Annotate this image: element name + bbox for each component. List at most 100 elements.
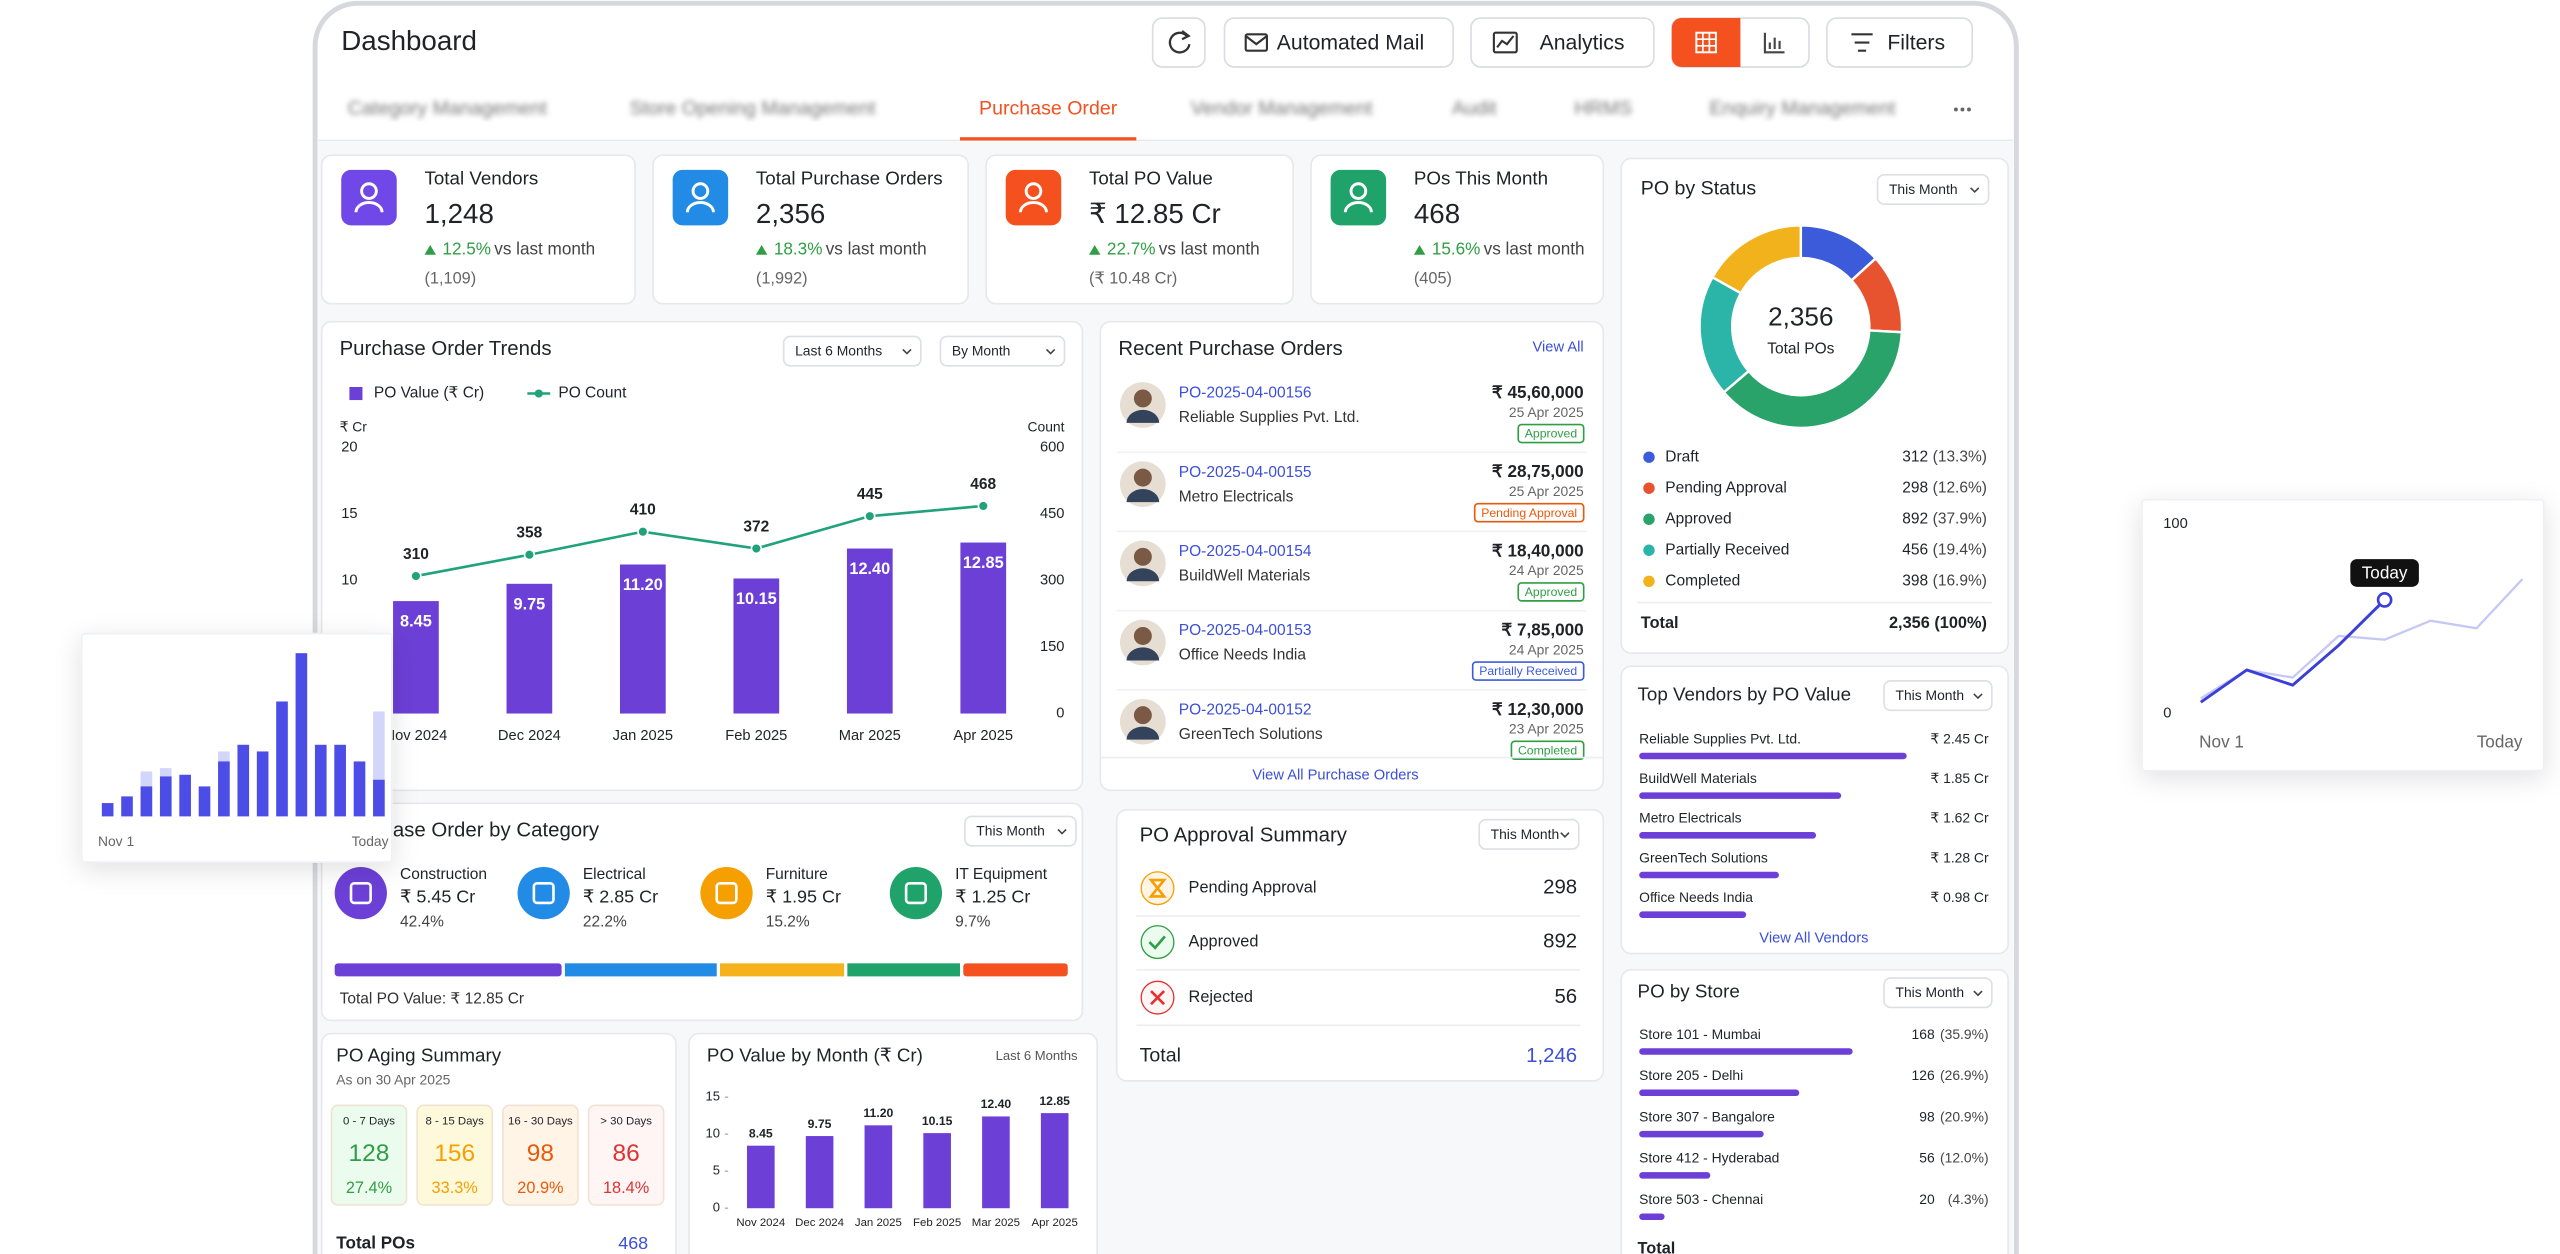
bar-label: 10.15: [922, 1114, 953, 1128]
dropdown-label[interactable]: This Month: [976, 823, 1045, 839]
tab[interactable]: Purchase Order: [979, 98, 1118, 120]
kpi-value: 1,248: [424, 198, 493, 229]
card-title: Top Vendors by PO Value: [1638, 684, 1852, 705]
donut-slice: [1710, 224, 1803, 295]
button-icons: [1244, 31, 1873, 54]
kpi-value: 2,356: [756, 198, 825, 229]
dropdown[interactable]: [1876, 173, 1990, 205]
donut-center-value: 2,356: [1768, 301, 1833, 331]
dropdown-arrow: [1045, 348, 1056, 355]
status-badge: [1471, 661, 1585, 681]
category-value: ₹ 1.25 Cr: [955, 887, 1030, 907]
approval-value: 892: [1543, 930, 1577, 952]
dropdown[interactable]: [1883, 680, 1993, 712]
po-id[interactable]: PO-2025-04-00152: [1179, 701, 1312, 718]
dropdown[interactable]: [939, 335, 1066, 367]
donut-center-label: Total POs: [1767, 341, 1834, 358]
header-button-label[interactable]: Analytics: [1540, 32, 1625, 55]
category-icon-glyph: [715, 882, 738, 905]
dropdown-label[interactable]: This Month: [1889, 181, 1958, 197]
approval-total-label: Total: [1140, 1045, 1181, 1067]
header-button[interactable]: [1826, 17, 1974, 68]
kpi-previous: (₹ 10.48 Cr): [1089, 270, 1177, 288]
vendor-name: GreenTech Solutions: [1179, 726, 1323, 743]
kpi-icon-glyph: [360, 182, 378, 200]
y-tick-label: 20: [341, 439, 357, 455]
tab[interactable]: HRMS: [1574, 98, 1632, 120]
axis-label: Count: [1028, 418, 1065, 434]
link[interactable]: View All Vendors: [1759, 931, 1868, 947]
header-button[interactable]: [1470, 17, 1655, 68]
legend-share: (19.4%): [1933, 541, 1987, 558]
link[interactable]: View All Purchase Orders: [1252, 767, 1418, 783]
header-button[interactable]: [1223, 17, 1454, 68]
y-tick-label: 15: [341, 506, 357, 522]
tab[interactable]: Enquiry Management: [1709, 98, 1896, 120]
legend-label: Draft: [1665, 448, 1699, 465]
y2-tick-label: 150: [1040, 639, 1065, 655]
legend-share: (13.3%): [1933, 448, 1987, 465]
aging-range: 0 - 7 Days: [343, 1116, 395, 1128]
row-share: (4.3%): [1948, 1191, 1989, 1207]
view-toggle[interactable]: [1671, 17, 1810, 68]
aging-share: 20.9%: [517, 1179, 563, 1197]
legend-value: 456: [1902, 541, 1928, 558]
tab[interactable]: Audit: [1452, 98, 1497, 120]
aging-count: 86: [613, 1140, 640, 1167]
dropdown-label[interactable]: By Month: [952, 343, 1011, 359]
refresh-button[interactable]: [1151, 17, 1206, 68]
bar-label: 12.85: [1039, 1094, 1070, 1108]
tooltip-label: Today: [2362, 562, 2408, 582]
link[interactable]: View All: [1533, 340, 1584, 356]
dropdown-label[interactable]: Last 6 Months: [795, 343, 882, 359]
up-arrow: [1088, 244, 1101, 255]
dropdown-label[interactable]: This Month: [1491, 826, 1560, 842]
category-icon: [334, 867, 387, 920]
po-id[interactable]: PO-2025-04-00156: [1179, 385, 1312, 402]
po-date: 25 Apr 2025: [1509, 404, 1584, 420]
approval-glyph: [1150, 990, 1166, 1006]
floating-card: [80, 632, 393, 863]
dropdown[interactable]: [1883, 977, 1993, 1009]
bar: [846, 548, 893, 714]
bar: [101, 803, 114, 817]
aging-bucket: [587, 1104, 665, 1206]
dropdown-label[interactable]: This Month: [1896, 687, 1965, 703]
tab[interactable]: Vendor Management: [1191, 98, 1373, 120]
kpi-change: 22.7%: [1107, 238, 1156, 258]
line-point: [977, 500, 989, 512]
dropdown[interactable]: [1478, 818, 1580, 850]
aging-range: > 30 Days: [600, 1116, 652, 1128]
dropdown-arrow: [1057, 828, 1067, 835]
dropdown[interactable]: [782, 335, 922, 367]
category-icon-glyph: [349, 882, 372, 905]
po-id[interactable]: PO-2025-04-00154: [1179, 543, 1312, 560]
header-button-label[interactable]: Filters: [1887, 32, 1945, 55]
x-tick-label: Apr 2025: [1032, 1217, 1078, 1229]
more-tabs[interactable]: [1953, 107, 1971, 112]
x-tick-label: Nov 2024: [384, 728, 447, 744]
row-value: 168: [1912, 1026, 1935, 1042]
po-id[interactable]: PO-2025-04-00155: [1179, 464, 1312, 481]
legend-dot: [1643, 513, 1655, 525]
kpi-value: 468: [1414, 198, 1460, 229]
legend-dot: [1643, 544, 1655, 556]
bar: [1639, 1130, 1764, 1138]
legend-value: 312: [1902, 448, 1928, 465]
po-id[interactable]: PO-2025-04-00153: [1179, 622, 1312, 639]
category-value: ₹ 2.85 Cr: [583, 887, 658, 907]
approval-value: 298: [1543, 877, 1577, 899]
tab[interactable]: Store Opening Management: [630, 98, 877, 120]
dropdown-label[interactable]: This Month: [1896, 984, 1965, 1000]
row-label: BuildWell Materials: [1639, 770, 1757, 786]
avatar-head: [1133, 627, 1152, 645]
tab[interactable]: Category Management: [348, 98, 548, 120]
row-label: Store 307 - Bangalore: [1639, 1108, 1775, 1124]
kpi-card: [652, 154, 969, 305]
aging-share: 18.4%: [603, 1179, 649, 1197]
card-title: Purchase Order Trends: [340, 338, 552, 360]
aging-range: 16 - 30 Days: [508, 1116, 573, 1128]
header-button-label[interactable]: Automated Mail: [1277, 32, 1424, 55]
dropdown[interactable]: [964, 815, 1077, 847]
bar: [506, 583, 553, 714]
